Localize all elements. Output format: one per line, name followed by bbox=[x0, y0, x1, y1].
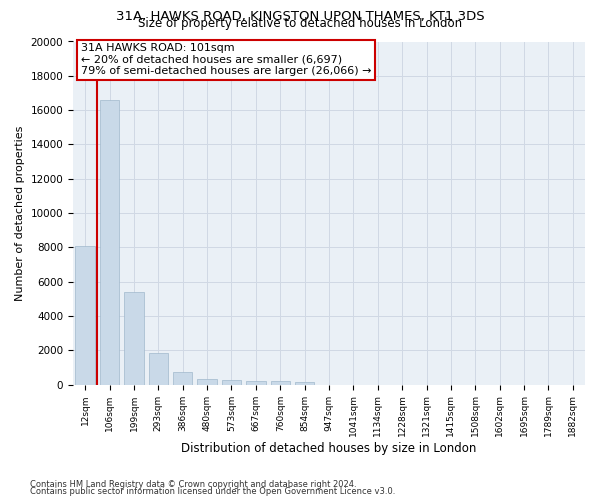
Bar bbox=[271, 381, 290, 384]
Text: Contains public sector information licensed under the Open Government Licence v3: Contains public sector information licen… bbox=[30, 487, 395, 496]
Bar bbox=[100, 100, 119, 384]
Bar bbox=[197, 378, 217, 384]
Text: 31A, HAWKS ROAD, KINGSTON UPON THAMES, KT1 3DS: 31A, HAWKS ROAD, KINGSTON UPON THAMES, K… bbox=[116, 10, 484, 23]
Bar bbox=[76, 246, 95, 384]
Text: Contains HM Land Registry data © Crown copyright and database right 2024.: Contains HM Land Registry data © Crown c… bbox=[30, 480, 356, 489]
Bar bbox=[295, 382, 314, 384]
Bar bbox=[246, 380, 266, 384]
Bar bbox=[222, 380, 241, 384]
Y-axis label: Number of detached properties: Number of detached properties bbox=[15, 126, 25, 300]
X-axis label: Distribution of detached houses by size in London: Distribution of detached houses by size … bbox=[181, 442, 477, 455]
Bar bbox=[124, 292, 144, 384]
Bar bbox=[173, 372, 193, 384]
Text: 31A HAWKS ROAD: 101sqm
← 20% of detached houses are smaller (6,697)
79% of semi-: 31A HAWKS ROAD: 101sqm ← 20% of detached… bbox=[81, 43, 371, 76]
Bar bbox=[149, 353, 168, 384]
Text: Size of property relative to detached houses in London: Size of property relative to detached ho… bbox=[138, 18, 462, 30]
